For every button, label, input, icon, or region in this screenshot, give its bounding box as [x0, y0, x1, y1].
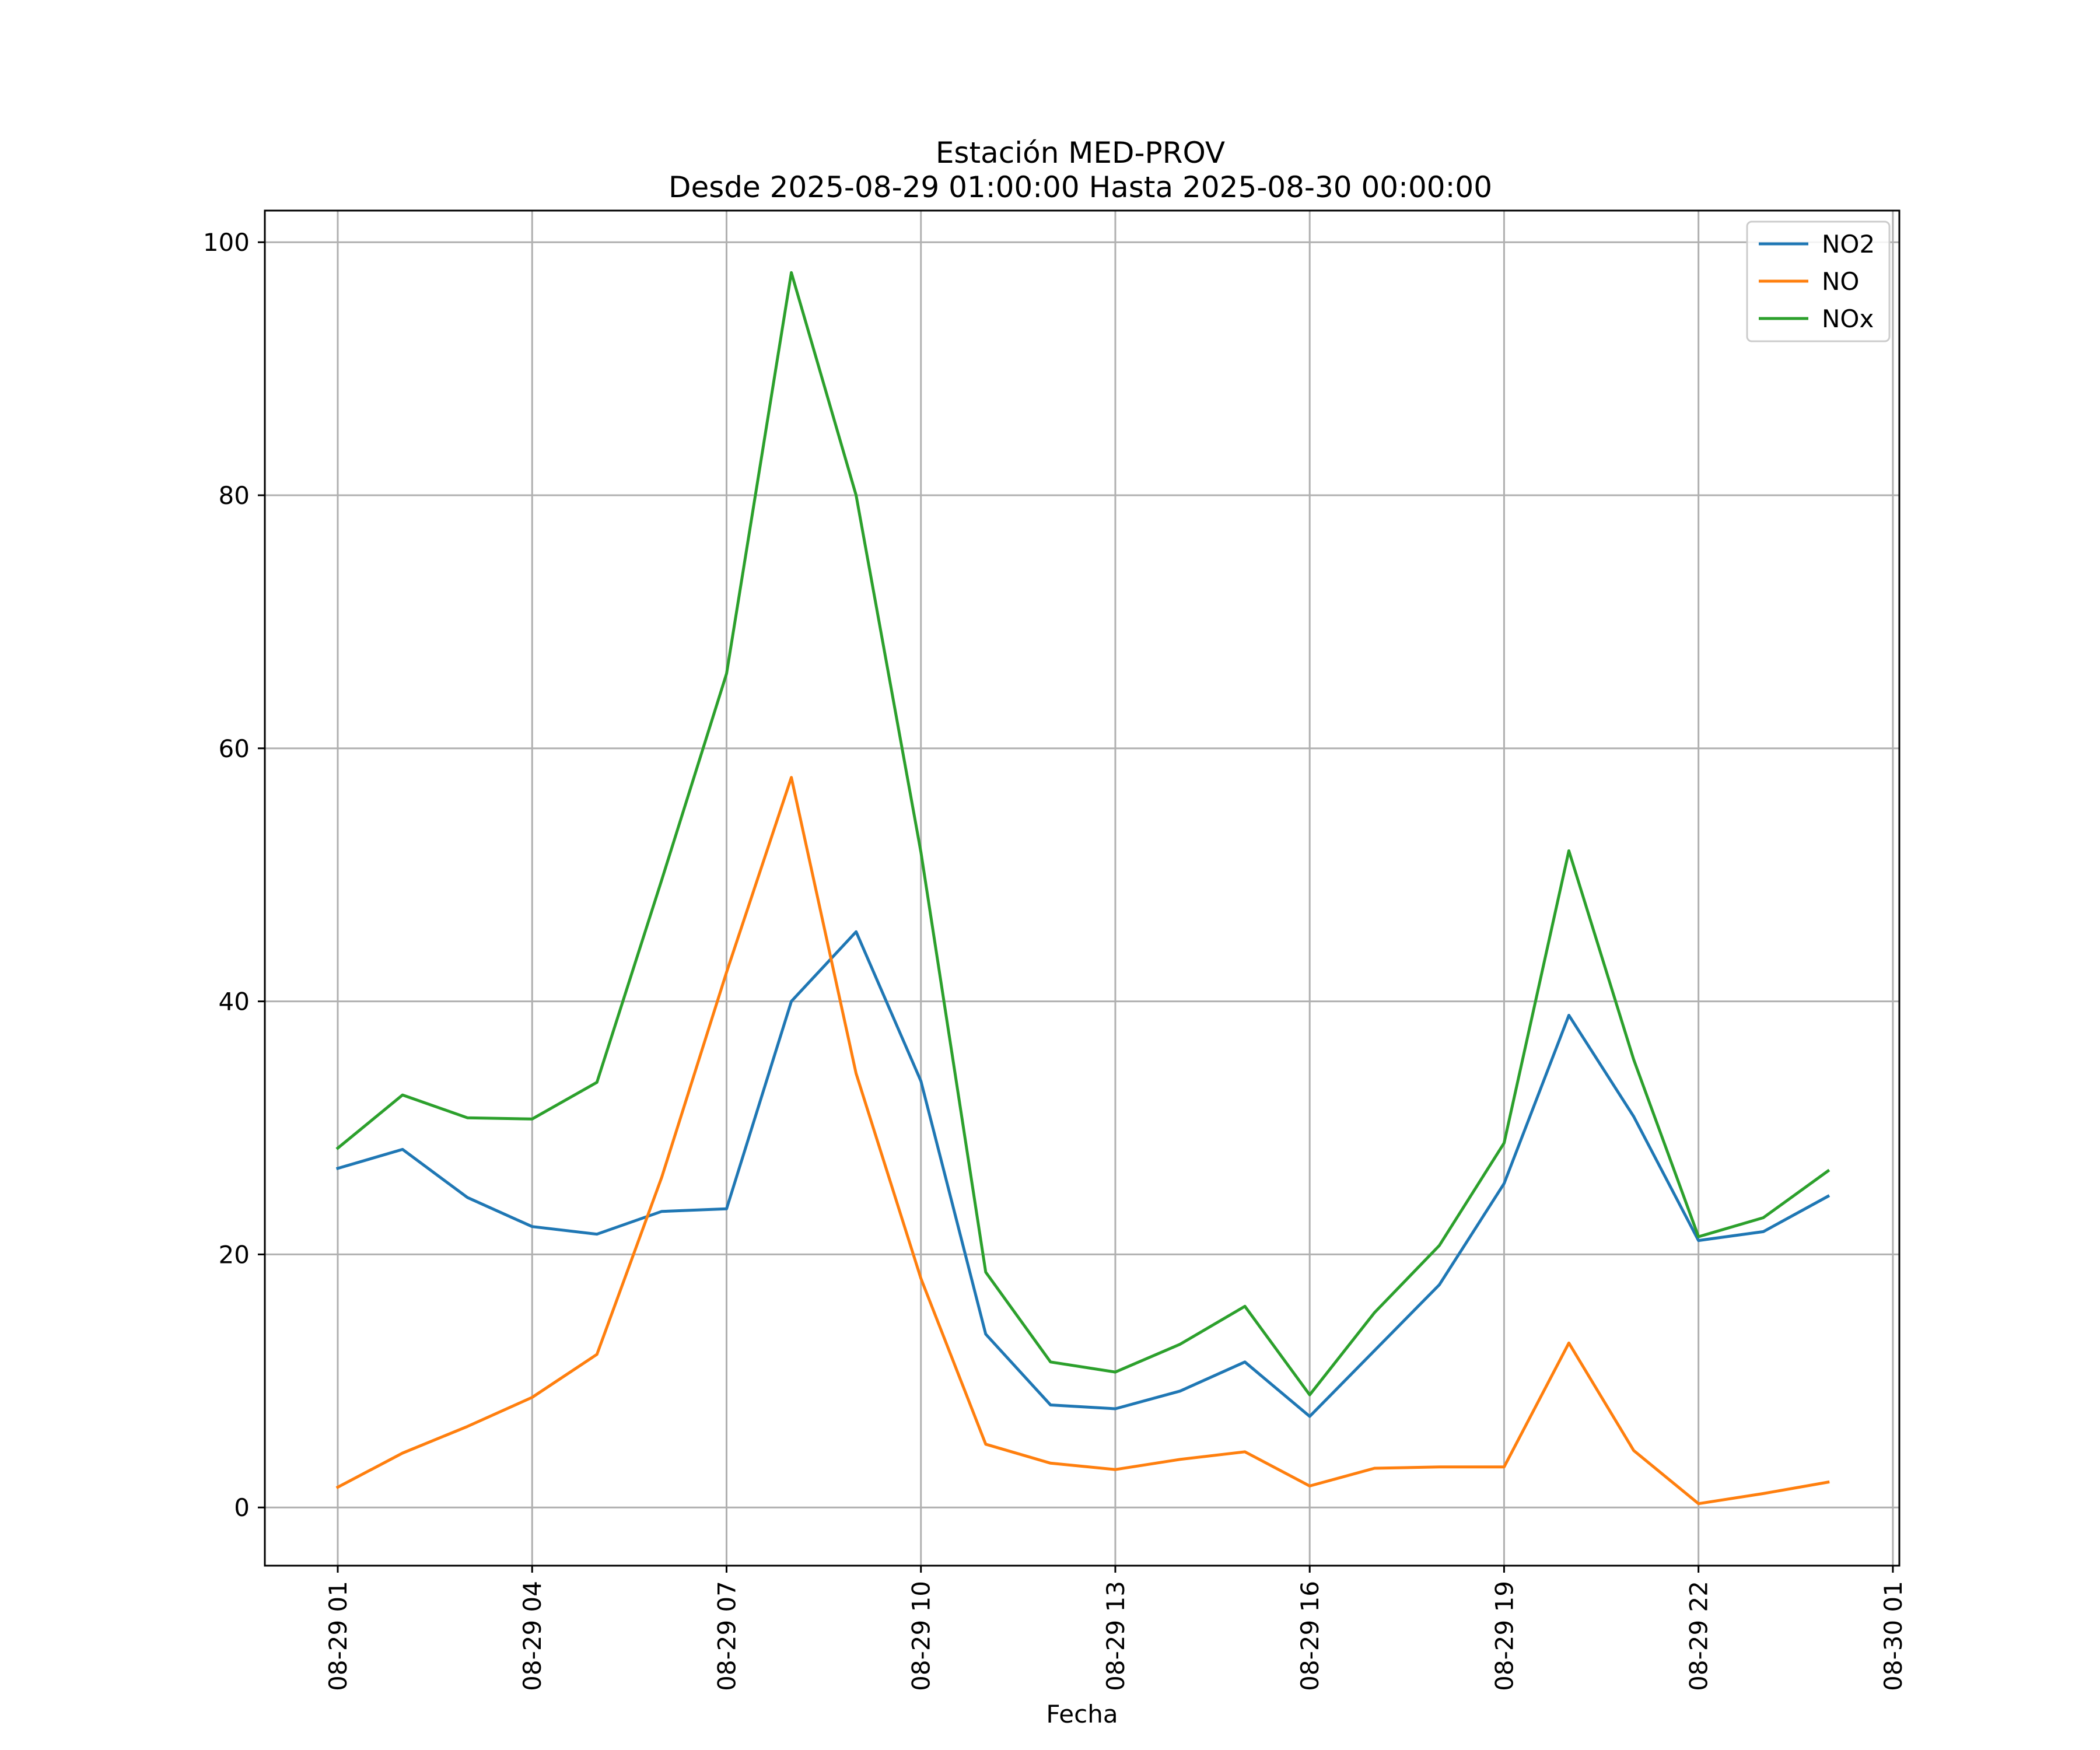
legend-frame	[1746, 220, 1891, 342]
legend-label-no: NO	[1822, 267, 1859, 296]
x-tick-label: 08-30 01	[1879, 1581, 1908, 1691]
x-tick-label: 08-29 10	[907, 1581, 936, 1691]
x-tick-label: 08-29 19	[1490, 1581, 1518, 1691]
plot-frame	[264, 209, 1901, 1567]
y-tick-label: 60	[219, 734, 250, 763]
y-tick-label: 20	[219, 1240, 250, 1269]
chart-title: Estación MED-PROV	[936, 136, 1225, 170]
x-axis: 08-29 01 08-29 04 08-29 07 08-29 10 08-29 13…	[324, 1566, 1908, 1691]
y-tick-label: 0	[234, 1493, 250, 1522]
series-line-nox	[335, 271, 1831, 1396]
y-tick-label: 100	[203, 228, 250, 257]
series-line-no2	[335, 930, 1831, 1418]
y-tick-label: 40	[219, 988, 250, 1016]
x-tick-label: 08-29 07	[712, 1581, 741, 1691]
legend-label-no2: NO2	[1822, 230, 1875, 258]
x-tick-label: 08-29 16	[1296, 1581, 1324, 1691]
chart-subtitle: Desde 2025-08-29 01:00:00 Hasta 2025-08-…	[668, 170, 1492, 204]
x-tick-label: 08-29 22	[1685, 1581, 1713, 1691]
x-tick-label: 08-29 01	[324, 1581, 352, 1691]
y-tick-label: 80	[219, 481, 250, 510]
legend-label-nox: NOx	[1822, 304, 1874, 333]
grid-lines	[265, 211, 1899, 1566]
y-axis: 0 20 40 60 80 100	[203, 228, 265, 1522]
series-line-no	[335, 776, 1830, 1506]
legend: NO2 NO NOx	[1746, 220, 1891, 342]
series-lines	[335, 271, 1831, 1506]
x-axis-label: Fecha	[1046, 1700, 1118, 1728]
x-tick-label: 08-29 13	[1101, 1581, 1130, 1691]
x-tick-label: 08-29 04	[518, 1581, 547, 1691]
